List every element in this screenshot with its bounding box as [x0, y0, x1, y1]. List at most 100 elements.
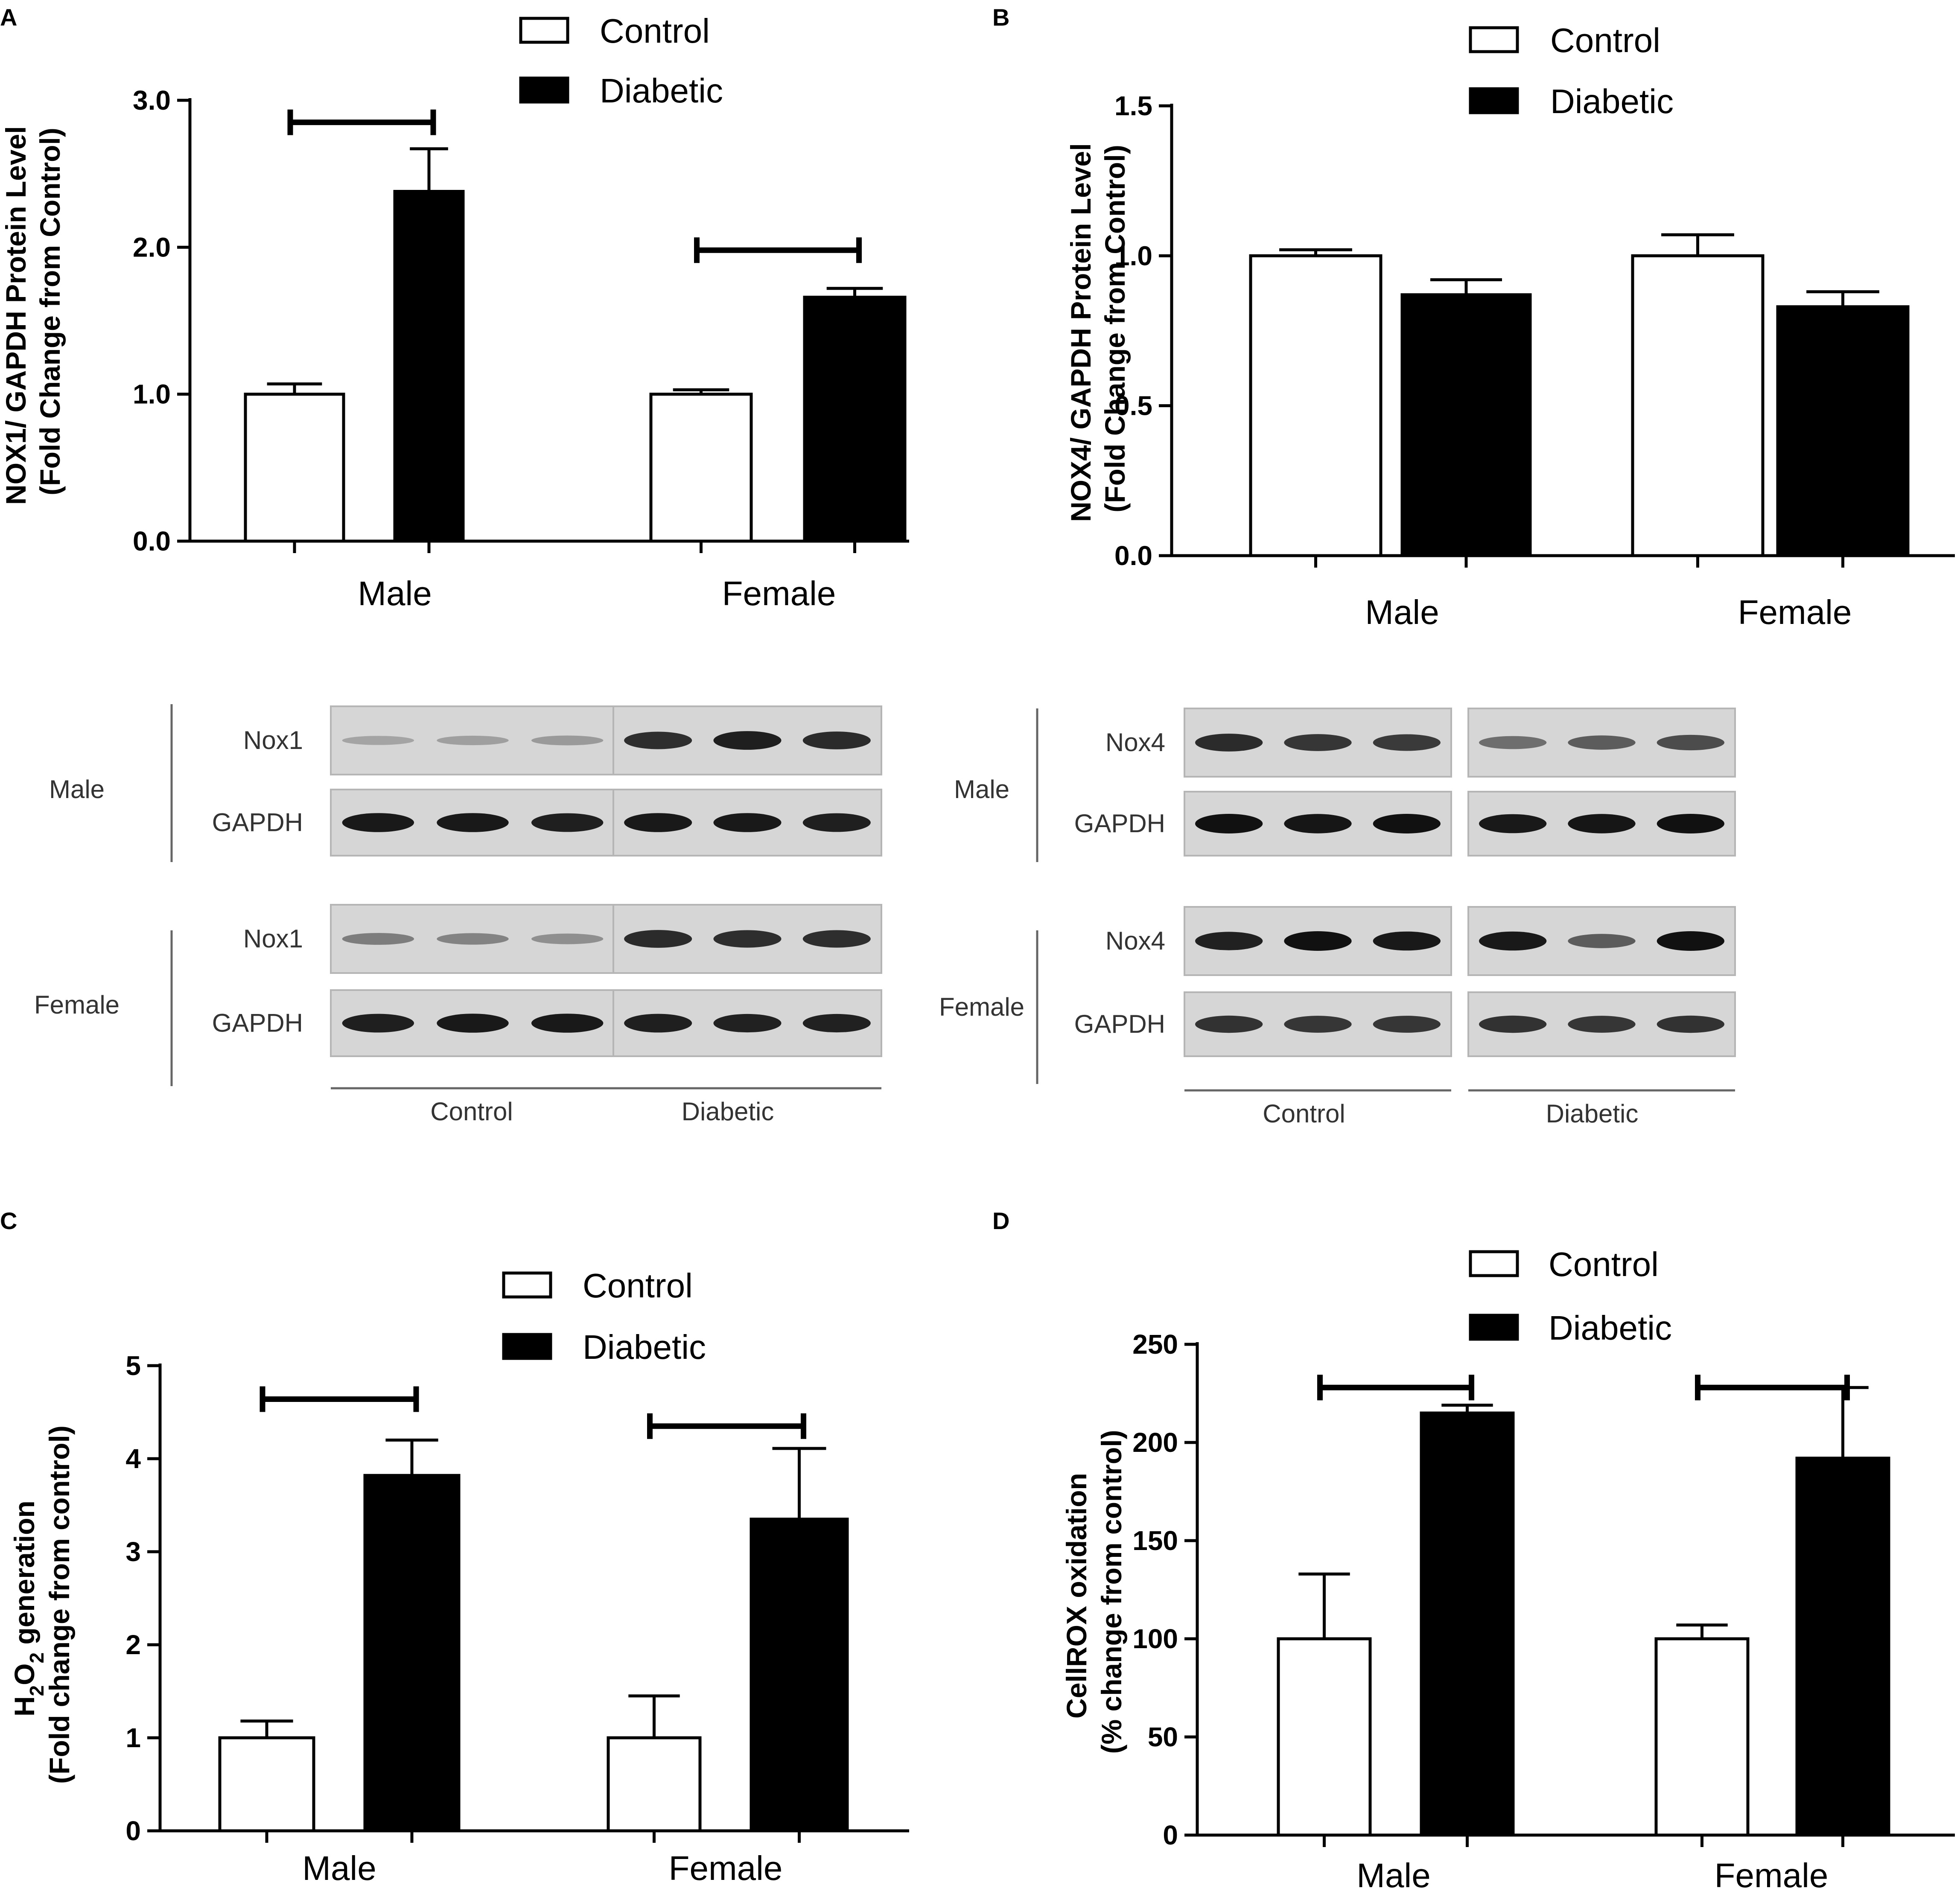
- y-tick-label: 2.0: [133, 232, 171, 262]
- blot-band: [437, 1014, 509, 1033]
- blot-sex-label: Male: [49, 775, 105, 804]
- blot-band: [713, 930, 782, 948]
- legend-swatch-control: [1469, 1250, 1519, 1277]
- bar-diabetic-male: [363, 1474, 461, 1833]
- legend-swatch-diabetic: [1469, 1314, 1519, 1341]
- blot-band: [1568, 735, 1636, 750]
- bar-diabetic-female: [1795, 1457, 1890, 1837]
- blot-band: [1284, 931, 1352, 951]
- blot-protein-label: Nox4: [1105, 927, 1165, 955]
- blot-band: [342, 933, 414, 945]
- blot-lane-box: [330, 705, 615, 775]
- blot-band: [1479, 931, 1547, 951]
- panel-b-letter: B: [992, 4, 1009, 31]
- panel-a-plot: 0.0 1.0 2.0 3.0 Male Female: [133, 85, 909, 612]
- blot-protein-label: GAPDH: [1074, 809, 1165, 838]
- category-label: Female: [1738, 593, 1852, 631]
- y-tick-label: 0.0: [1114, 540, 1152, 571]
- panel-d-chart: D Control Diabetic CellROX oxidation (% …: [992, 1207, 1955, 1891]
- blot-band: [802, 1014, 871, 1033]
- bar-control-female: [607, 1736, 702, 1833]
- blot-band: [437, 735, 509, 746]
- blot-band: [1284, 734, 1352, 751]
- blot-band: [1657, 931, 1724, 951]
- y-tick-label: 2: [125, 1629, 141, 1660]
- category-label: Female: [669, 1849, 783, 1887]
- panel-a-letter: A: [0, 4, 17, 31]
- y-axis-label-line-1: H2O2 generation: [9, 1501, 48, 1716]
- blot-band: [1195, 932, 1263, 950]
- y-tick-label: 50: [1148, 1722, 1178, 1752]
- y-tick-label: 200: [1132, 1427, 1178, 1458]
- category-label: Female: [722, 574, 836, 612]
- legend-swatch-diabetic: [502, 1333, 552, 1360]
- panel-c-letter: C: [0, 1207, 17, 1234]
- y-axis-label-line-1: NOX1/ GAPDH Protein Level: [0, 126, 32, 505]
- legend-label-control: Control: [1549, 1245, 1659, 1283]
- bar-control-male: [244, 393, 345, 543]
- blot-band: [624, 813, 692, 832]
- legend-swatch-control: [519, 17, 569, 44]
- legend-swatch-diabetic: [519, 76, 569, 104]
- blot-band: [802, 813, 871, 832]
- blot-band: [624, 731, 692, 749]
- blot-band: [802, 731, 871, 749]
- y-tick-label: 0.0: [133, 526, 171, 557]
- y-tick-label: 0: [125, 1815, 141, 1846]
- legend-label-diabetic: Diabetic: [1550, 82, 1674, 120]
- y-axis-label: CellROX oxidation (% change from control…: [1061, 1430, 1127, 1754]
- panel-a-legend: Control Diabetic: [519, 12, 723, 110]
- blot-band: [1657, 734, 1724, 751]
- blot-band: [1568, 1016, 1636, 1033]
- blot-band: [1373, 931, 1441, 951]
- blot-band: [1657, 1015, 1724, 1033]
- panel-b-plot: 0.0 0.5 1.0 1.5 Male Female: [1114, 90, 1955, 631]
- bar-control-male: [1277, 1637, 1372, 1837]
- legend-label-control: Control: [600, 12, 710, 50]
- bar-diabetic-male: [1420, 1411, 1515, 1837]
- y-tick-label: 150: [1132, 1525, 1178, 1556]
- blot-sex-label: Female: [939, 993, 1024, 1021]
- blot-band: [1195, 1015, 1263, 1033]
- blot-band: [342, 813, 414, 832]
- blot-band: [1479, 736, 1547, 749]
- y-axis-label: H2O2 generation (Fold change from contro…: [9, 1425, 75, 1784]
- blot-band: [531, 813, 604, 832]
- blot-band: [531, 735, 604, 746]
- blot-group-label-control: Control: [430, 1097, 513, 1126]
- blot-group-label-diabetic: Diabetic: [682, 1097, 774, 1126]
- panel-d-letter: D: [992, 1207, 1009, 1234]
- y-axis-label-line-1: NOX4/ GAPDH Protein Level: [1065, 143, 1097, 522]
- bar-control-female: [1654, 1637, 1750, 1837]
- category-label: Female: [1715, 1856, 1829, 1891]
- blot-band: [624, 1014, 692, 1033]
- legend-label-diabetic: Diabetic: [1549, 1309, 1672, 1347]
- panel-a-chart: A Control Diabetic NOX1/ GAPDH Protein L…: [0, 4, 909, 1126]
- blot-band: [437, 933, 509, 945]
- blot-band: [1657, 814, 1724, 833]
- category-label: Male: [358, 574, 432, 612]
- blot-band: [624, 930, 692, 948]
- panel-d-plot: 0 50 100 150 200 250 Male Female: [1132, 1329, 1955, 1891]
- bar-control-female: [649, 393, 753, 543]
- blot-group-label-diabetic: Diabetic: [1546, 1099, 1639, 1128]
- blot-band: [1373, 814, 1441, 833]
- blot-group-label-control: Control: [1263, 1099, 1345, 1128]
- panel-a-western-blot: Male Nox1 GAPDH Female Nox1 GAPDH Control Diabe…: [34, 704, 882, 1126]
- bar-control-male: [218, 1736, 315, 1833]
- y-tick-label: 250: [1132, 1329, 1178, 1360]
- legend-label-control: Control: [583, 1267, 693, 1305]
- bar-control-male: [1249, 254, 1382, 557]
- blot-band: [713, 813, 782, 832]
- blot-band: [437, 813, 509, 832]
- blot-band: [802, 930, 871, 948]
- blot-band: [713, 1014, 782, 1033]
- y-tick-label: 3: [125, 1536, 141, 1567]
- blot-protein-label: GAPDH: [212, 808, 303, 837]
- blot-band: [1284, 1016, 1352, 1033]
- panel-c-legend: Control Diabetic: [502, 1267, 706, 1366]
- legend-label-diabetic: Diabetic: [583, 1328, 706, 1366]
- y-axis-label-line-2: (Fold Change from Control): [34, 128, 66, 495]
- blot-band: [342, 736, 414, 745]
